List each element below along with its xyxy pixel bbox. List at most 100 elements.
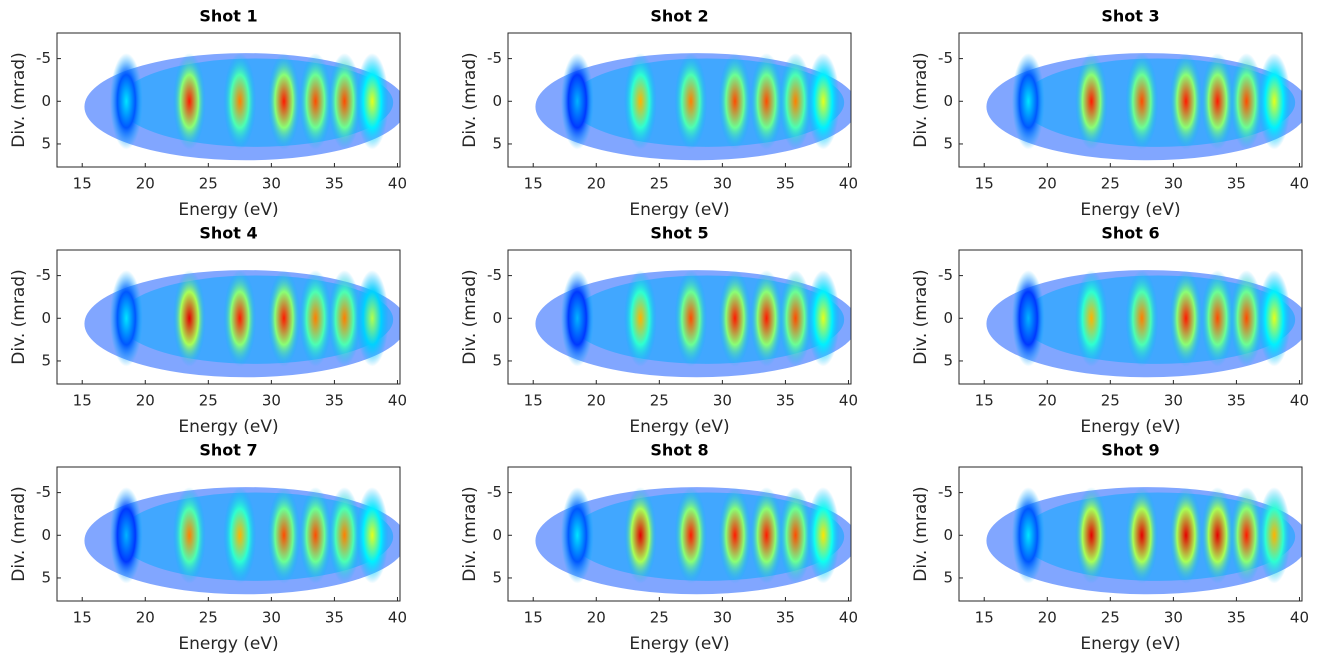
x-axis-label: Energy (eV) — [178, 200, 278, 220]
y-axis-label: Div. (mrad) — [460, 269, 480, 364]
x-tick-label: 20 — [136, 175, 155, 193]
axes-box — [507, 249, 852, 385]
axes-box — [56, 32, 401, 168]
harmonic-lobe — [1201, 53, 1234, 150]
x-tick-label: 35 — [325, 609, 344, 627]
harmonic-lobe — [1125, 270, 1159, 367]
y-tick-label: -5 — [36, 483, 51, 501]
x-tick-label: 40 — [1290, 175, 1309, 193]
chart-title: Shot 5 — [650, 224, 708, 243]
chart-title: Shot 8 — [650, 441, 708, 460]
x-tick-label: 40 — [388, 175, 407, 193]
x-tick-label: 15 — [524, 175, 543, 193]
harmonic-lobe — [718, 487, 752, 584]
axes-box — [958, 249, 1303, 385]
x-tick-label: 35 — [776, 175, 795, 193]
x-tick-label: 15 — [73, 609, 92, 627]
harmonic-lobe — [806, 53, 840, 150]
harmonic-lobe — [718, 53, 752, 150]
harmonic-lobe — [109, 270, 143, 367]
chart-title: Shot 2 — [650, 7, 708, 26]
x-tick-label: 15 — [524, 392, 543, 410]
x-axis-label: Energy (eV) — [629, 417, 729, 437]
plot-area — [84, 53, 400, 161]
y-axis-label: Div. (mrad) — [911, 52, 931, 147]
harmonic-lobe — [750, 487, 783, 584]
x-tick-label: 15 — [73, 175, 92, 193]
x-tick-label: 20 — [136, 392, 155, 410]
x-tick-label: 30 — [713, 392, 732, 410]
panel: 15 20 25 30 35 40 -5 0 5 Shot 5 Energy (eV) Div. (m… — [460, 224, 858, 438]
x-tick-label: 20 — [587, 609, 606, 627]
harmonic-lobe — [1230, 53, 1263, 150]
x-tick-label: 30 — [713, 175, 732, 193]
harmonic-lobe — [624, 270, 657, 367]
harmonic-lobe — [560, 270, 594, 367]
y-tick-label: -5 — [487, 266, 502, 284]
x-tick-label: 25 — [1101, 609, 1120, 627]
chart-title: Shot 7 — [199, 441, 257, 460]
harmonic-lobe — [1169, 53, 1203, 150]
harmonic-lobe — [223, 53, 257, 150]
x-tick-label: 20 — [1038, 175, 1057, 193]
chart-title: Shot 4 — [199, 224, 257, 243]
y-tick-label: -5 — [36, 49, 51, 67]
harmonic-lobe — [560, 53, 594, 150]
x-tick-label: 35 — [325, 175, 344, 193]
harmonic-lobe — [355, 53, 389, 150]
harmonic-lobe — [328, 53, 361, 150]
harmonic-lobe — [560, 487, 594, 584]
harmonic-lobe — [299, 487, 332, 584]
harmonic-lobe — [1257, 53, 1291, 150]
x-tick-label: 20 — [1038, 392, 1057, 410]
y-tick-label: 5 — [41, 568, 51, 586]
harmonic-lobe — [1257, 270, 1291, 367]
harmonic-lobe — [1230, 487, 1263, 584]
harmonic-lobe — [223, 270, 257, 367]
x-tick-label: 40 — [839, 609, 858, 627]
panel: 15 20 25 30 35 40 -5 0 5 Shot 1 Energy (eV) Div. (m… — [9, 7, 407, 221]
y-tick-label: 0 — [492, 92, 502, 110]
x-tick-label: 20 — [587, 392, 606, 410]
x-axis-label: Energy (eV) — [1080, 200, 1180, 220]
x-tick-label: 35 — [776, 609, 795, 627]
y-tick-label: -5 — [487, 483, 502, 501]
x-axis-label: Energy (eV) — [1080, 634, 1180, 654]
y-axis-label: Div. (mrad) — [911, 486, 931, 581]
harmonic-lobe — [718, 270, 752, 367]
panel: 15 20 25 30 35 40 -5 0 5 Shot 7 Energy (eV) Div. (m… — [9, 441, 407, 655]
harmonic-lobe — [173, 53, 206, 150]
y-tick-label: 0 — [943, 309, 953, 327]
panel: 15 20 25 30 35 40 -5 0 5 Shot 9 Energy (eV) Div. (m… — [911, 441, 1309, 655]
y-axis-label: Div. (mrad) — [460, 52, 480, 147]
y-tick-label: -5 — [36, 266, 51, 284]
harmonic-lobe — [355, 487, 389, 584]
harmonic-lobe — [299, 53, 332, 150]
harmonic-lobe — [674, 487, 708, 584]
y-tick-label: 0 — [41, 309, 51, 327]
y-axis-label: Div. (mrad) — [911, 269, 931, 364]
harmonic-lobe — [1169, 270, 1203, 367]
x-tick-label: 40 — [1290, 392, 1309, 410]
x-tick-label: 40 — [388, 609, 407, 627]
harmonic-lobe — [173, 487, 206, 584]
x-tick-label: 35 — [1227, 609, 1246, 627]
x-tick-label: 25 — [650, 609, 669, 627]
y-tick-label: 5 — [943, 351, 953, 369]
harmonic-lobe — [750, 270, 783, 367]
x-tick-label: 25 — [1101, 392, 1120, 410]
panel: 15 20 25 30 35 40 -5 0 5 Shot 6 Energy (eV) Div. (m… — [911, 224, 1309, 438]
harmonic-lobe — [1230, 270, 1263, 367]
x-tick-label: 20 — [587, 175, 606, 193]
harmonic-lobe — [1201, 270, 1234, 367]
plot-area — [986, 53, 1302, 161]
y-tick-label: -5 — [487, 49, 502, 67]
panel: 15 20 25 30 35 40 -5 0 5 Shot 2 Energy (eV) Div. (m… — [460, 7, 858, 221]
y-tick-label: -5 — [938, 483, 953, 501]
x-tick-label: 40 — [839, 392, 858, 410]
harmonic-lobe — [806, 270, 840, 367]
chart-title: Shot 3 — [1101, 7, 1159, 26]
axes-box — [958, 32, 1303, 168]
y-tick-label: 0 — [492, 309, 502, 327]
y-tick-label: -5 — [938, 266, 953, 284]
